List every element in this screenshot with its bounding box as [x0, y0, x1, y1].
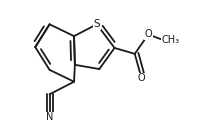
Text: O: O: [144, 29, 152, 40]
Text: CH₃: CH₃: [162, 34, 180, 45]
Text: S: S: [94, 19, 100, 29]
Text: N: N: [46, 112, 53, 122]
Text: O: O: [138, 73, 145, 83]
